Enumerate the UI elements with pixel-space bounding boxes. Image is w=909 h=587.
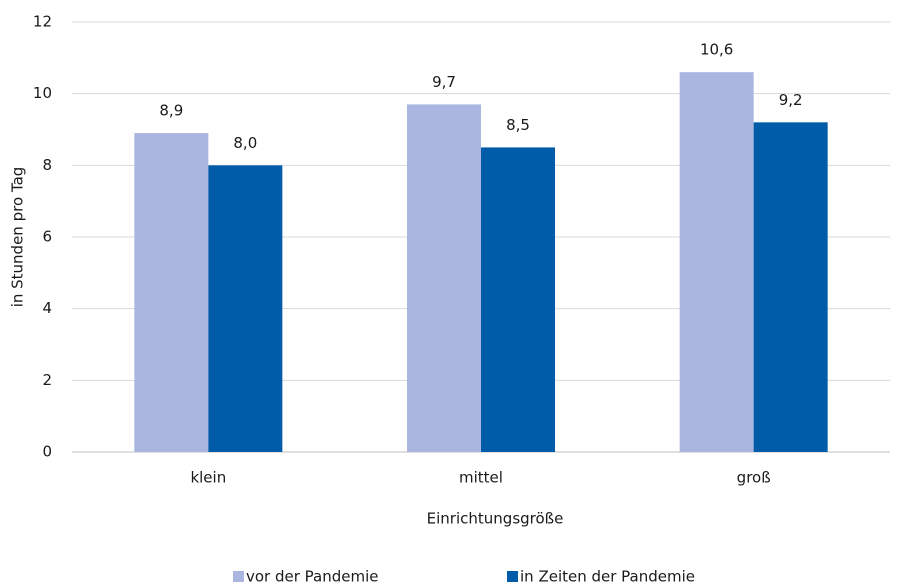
data-label: 9,7 bbox=[432, 73, 456, 91]
y-tick-label: 10 bbox=[33, 84, 52, 102]
bar bbox=[753, 122, 828, 452]
data-label: 8,0 bbox=[233, 134, 257, 152]
y-tick-label: 8 bbox=[42, 156, 52, 174]
x-tick-label: groß bbox=[737, 469, 771, 487]
data-label: 10,6 bbox=[700, 41, 733, 59]
y-tick-label: 12 bbox=[33, 13, 52, 31]
y-tick-label: 6 bbox=[42, 228, 52, 246]
legend-label: vor der Pandemie bbox=[246, 568, 379, 586]
legend-swatch bbox=[507, 571, 518, 582]
y-tick-label: 4 bbox=[42, 299, 52, 317]
bar bbox=[134, 133, 209, 453]
x-axis-label: Einrichtungsgröße bbox=[427, 510, 564, 528]
data-label: 8,5 bbox=[506, 116, 530, 134]
bar bbox=[481, 147, 555, 452]
y-tick-label: 0 bbox=[42, 443, 52, 461]
y-tick-label: 2 bbox=[42, 371, 52, 389]
legend-swatch bbox=[233, 571, 244, 582]
y-axis-label: in Stunden pro Tag bbox=[9, 167, 27, 308]
bar bbox=[407, 104, 481, 453]
data-label: 9,2 bbox=[779, 91, 803, 109]
x-tick-label: klein bbox=[190, 469, 226, 487]
legend-label: in Zeiten der Pandemie bbox=[520, 568, 695, 586]
bar bbox=[208, 165, 283, 453]
bar bbox=[679, 72, 754, 453]
x-tick-label: mittel bbox=[459, 469, 503, 487]
data-label: 8,9 bbox=[159, 102, 183, 120]
